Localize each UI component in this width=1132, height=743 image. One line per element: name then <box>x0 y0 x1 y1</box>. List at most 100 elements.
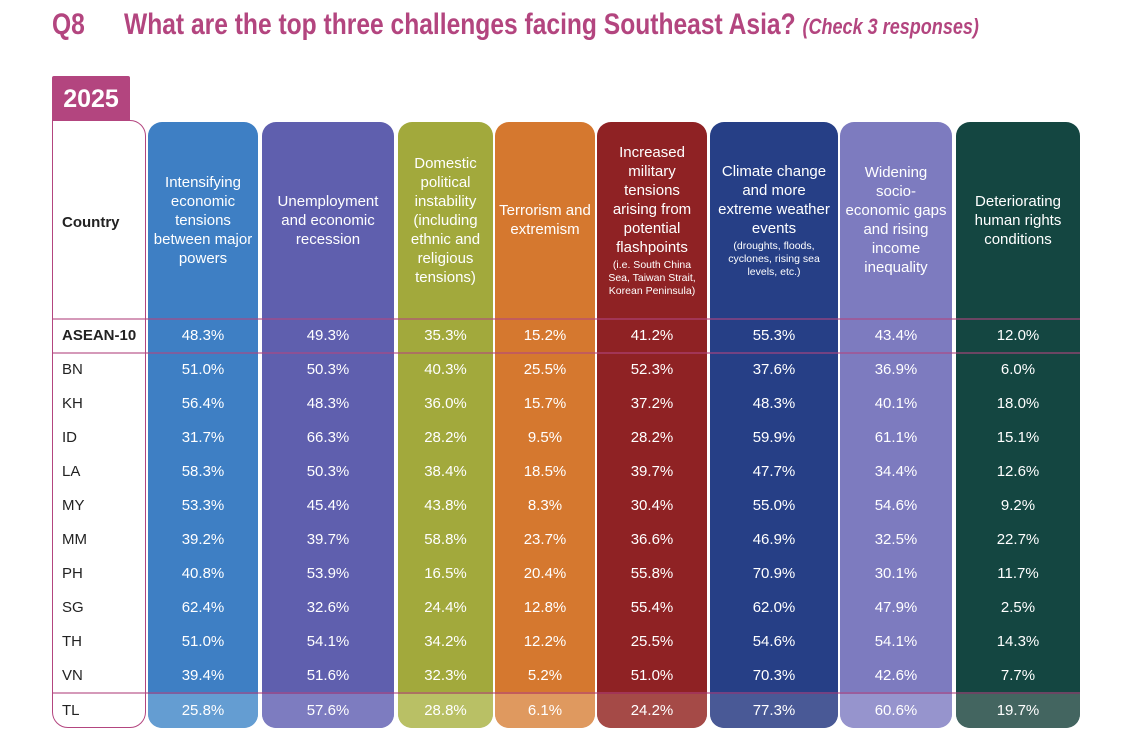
question-number: Q8 <box>52 8 85 41</box>
value-cell: 25.8% <box>181 702 225 719</box>
column-background <box>956 122 1080 728</box>
value-cell: 54.6% <box>874 497 918 514</box>
value-cell: 55.8% <box>630 565 674 582</box>
column-header: Terrorism and extremism <box>495 122 595 318</box>
value-cell: 32.6% <box>306 599 350 616</box>
row-separator <box>52 318 1080 320</box>
value-cell: 58.3% <box>181 463 225 480</box>
value-cell: 32.5% <box>874 531 918 548</box>
value-cell: 54.1% <box>306 633 350 650</box>
value-cell: 9.5% <box>527 429 563 446</box>
value-cell: 54.1% <box>874 633 918 650</box>
value-cell: 34.4% <box>874 463 918 480</box>
column-header: Domestic political instability (includin… <box>398 122 493 318</box>
row-separator <box>52 692 1080 694</box>
value-cell: 54.6% <box>752 633 796 650</box>
value-cell: 38.4% <box>424 463 467 480</box>
value-cell: 12.0% <box>996 327 1040 344</box>
value-cell: 37.2% <box>630 395 674 412</box>
value-cell: 35.3% <box>424 327 467 344</box>
value-cell: 47.9% <box>874 599 918 616</box>
table-row: VN 39.4% 51.6% 32.3% 5.2% 51.0% 70.3% 42.6% 7.7% <box>0 659 1132 693</box>
value-cell: 12.6% <box>996 463 1040 480</box>
value-cell: 59.9% <box>752 429 796 446</box>
value-cell: 34.2% <box>424 633 467 650</box>
table-row: ASEAN-10 48.3% 49.3% 35.3% 15.2% 41.2% 55.3% 43… <box>0 319 1132 353</box>
value-cell: 42.6% <box>874 667 918 684</box>
country-label: BN <box>62 361 83 378</box>
column-header-label: Increased military tensions arising from… <box>612 143 692 256</box>
country-label: ASEAN-10 <box>62 327 137 344</box>
table-row: ID 31.7% 66.3% 28.2% 9.5% 28.2% 59.9% 61.1% 15.1… <box>0 421 1132 455</box>
column-header: Unemployment and economic recession <box>262 122 394 318</box>
value-cell: 61.1% <box>874 429 918 446</box>
value-cell: 36.9% <box>874 361 918 378</box>
column-header-label: Climate change and more extreme weather … <box>718 162 830 237</box>
value-cell: 28.2% <box>630 429 674 446</box>
value-cell: 55.4% <box>630 599 674 616</box>
value-cell: 46.9% <box>752 531 796 548</box>
value-cell: 8.3% <box>527 497 563 514</box>
value-cell: 56.4% <box>181 395 225 412</box>
page-title: What are the top three challenges facing… <box>124 8 979 42</box>
year-tab: 2025 <box>52 76 130 122</box>
column-header-label: Deteriorating human rights conditions <box>974 192 1062 248</box>
value-cell: 48.3% <box>181 327 225 344</box>
column-header: Deteriorating human rights conditions <box>956 122 1080 318</box>
value-cell: 6.0% <box>1000 361 1036 378</box>
value-cell: 47.7% <box>752 463 796 480</box>
highlight-cell-background <box>262 694 394 728</box>
table-row: LA 58.3% 50.3% 38.4% 18.5% 39.7% 47.7% 34.4% 12.… <box>0 455 1132 489</box>
value-cell: 32.3% <box>424 667 467 684</box>
value-cell: 11.7% <box>997 565 1039 582</box>
question-note: (Check 3 responses) <box>802 14 979 39</box>
country-column-frame <box>52 120 146 728</box>
value-cell: 50.3% <box>306 463 350 480</box>
column-background <box>148 122 258 728</box>
value-cell: 51.6% <box>306 667 350 684</box>
country-label: SG <box>62 599 84 616</box>
highlight-cell-background <box>495 694 595 728</box>
table-row: MY 53.3% 45.4% 43.8% 8.3% 30.4% 55.0% 54.6% 9.2% <box>0 489 1132 523</box>
table-row: KH 56.4% 48.3% 36.0% 15.7% 37.2% 48.3% 40.1% 18.… <box>0 387 1132 421</box>
value-cell: 55.3% <box>752 327 796 344</box>
value-cell: 40.3% <box>424 361 467 378</box>
table-row: TH 51.0% 54.1% 34.2% 12.2% 25.5% 54.6% 54.1% 14.… <box>0 625 1132 659</box>
column-header-label: Terrorism and extremism <box>499 202 591 238</box>
value-cell: 62.0% <box>752 599 796 616</box>
value-cell: 37.6% <box>752 361 796 378</box>
highlight-cell-background <box>398 694 493 728</box>
value-cell: 28.8% <box>424 702 467 719</box>
value-cell: 66.3% <box>306 429 350 446</box>
value-cell: 24.2% <box>630 702 674 719</box>
value-cell: 70.9% <box>752 565 796 582</box>
value-cell: 19.7% <box>996 702 1040 719</box>
country-label: PH <box>62 565 83 582</box>
value-cell: 49.3% <box>306 327 350 344</box>
value-cell: 57.6% <box>306 702 350 719</box>
country-label: MM <box>62 531 87 548</box>
column-header-label: Domestic political instability (includin… <box>410 154 481 286</box>
value-cell: 58.8% <box>424 531 467 548</box>
column-header: Increased military tensions arising from… <box>597 122 707 318</box>
value-cell: 30.4% <box>630 497 674 514</box>
value-cell: 9.2% <box>1000 497 1036 514</box>
table-row: PH 40.8% 53.9% 16.5% 20.4% 55.8% 70.9% 30.1% 11.… <box>0 557 1132 591</box>
value-cell: 62.4% <box>181 599 225 616</box>
value-cell: 60.6% <box>874 702 918 719</box>
column-header: Intensifying economic tensions between m… <box>148 122 258 318</box>
value-cell: 36.6% <box>630 531 674 548</box>
highlight-cell-background <box>956 694 1080 728</box>
value-cell: 55.0% <box>752 497 796 514</box>
column-background <box>597 122 707 728</box>
column-background <box>710 122 838 728</box>
value-cell: 25.5% <box>630 633 674 650</box>
value-cell: 24.4% <box>424 599 467 616</box>
value-cell: 15.1% <box>996 429 1040 446</box>
value-cell: 52.3% <box>630 361 674 378</box>
country-label: TH <box>62 633 82 650</box>
country-header: Country <box>62 214 120 231</box>
country-label: KH <box>62 395 83 412</box>
highlight-cell-background <box>597 694 707 728</box>
highlight-cell-background <box>710 694 838 728</box>
